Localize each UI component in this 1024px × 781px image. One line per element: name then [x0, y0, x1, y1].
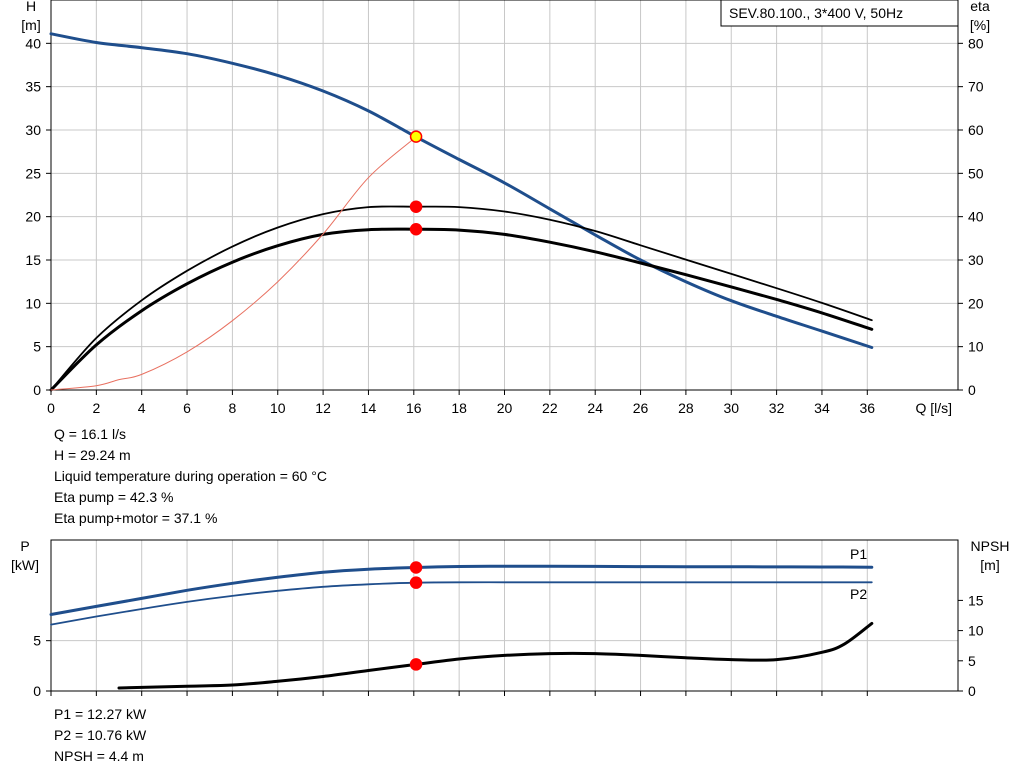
series-line-1 [49, 32, 874, 349]
y-right-tick-label: 0 [968, 382, 976, 398]
info-p2: P2 = 10.76 kW [54, 727, 147, 743]
grid [50, 0, 958, 391]
info-eta-pump: Eta pump = 42.3 % [54, 489, 174, 505]
y-left-tick-label: 20 [25, 209, 41, 225]
x-tick-label: 26 [633, 400, 649, 416]
x-tick-label: 20 [497, 400, 513, 416]
y-left-tick-label: 15 [25, 252, 41, 268]
x-tick-label: 36 [860, 400, 876, 416]
y-right-tick-label: 10 [968, 623, 984, 639]
head-efficiency-chart: 0 2 4 6 8 10 12 14 16 18 20 22 24 26 28 30 32 34 360510152… [21, 0, 990, 416]
x-tick-label: 32 [769, 400, 785, 416]
duty-point-marker [409, 222, 423, 236]
x-tick-label: 34 [814, 400, 830, 416]
series-line-3 [117, 621, 874, 690]
x-tick-label: 16 [406, 400, 422, 416]
x-tick-label: 2 [92, 400, 100, 416]
x-tick-label: 22 [542, 400, 558, 416]
duty-point-info: Q = 16.1 l/s H = 29.24 m Liquid temperat… [54, 424, 327, 529]
x-tick-label: 4 [138, 400, 146, 416]
y-right-axis-unit: [%] [970, 17, 990, 33]
power-npsh-chart: 0 5 0 5 10 15 P [kW] NPSH [m] P1 P2 [11, 538, 1009, 699]
duty-point-marker [409, 561, 423, 574]
y-left-tick-label: 35 [25, 79, 41, 95]
y-left-tick-label: 30 [25, 122, 41, 138]
duty-point-marker [409, 576, 423, 589]
y-left-axis-unit: [kW] [11, 557, 39, 573]
y-right-tick-label: 20 [968, 295, 984, 311]
x-tick-label: 24 [587, 400, 603, 416]
info-liquid-temp: Liquid temperature during operation = 60… [54, 468, 327, 484]
y-left-axis-unit: [m] [21, 17, 40, 33]
x-tick-label: 6 [183, 400, 191, 416]
y-right-tick-label: 40 [968, 209, 984, 225]
y-left-tick-label: 5 [33, 633, 41, 649]
series-line-4 [50, 136, 417, 391]
tick-marks [46, 599, 963, 696]
x-tick-label: 0 [47, 400, 55, 416]
duty-point-marker [409, 130, 423, 143]
tick-marks [46, 42, 963, 395]
x-tick-label: 14 [361, 400, 377, 416]
series-line-2 [50, 205, 873, 391]
y-left-tick-label: 0 [33, 683, 41, 699]
legend-box [720, 0, 959, 27]
y-left-tick-label: 0 [33, 382, 41, 398]
y-right-tick-label: 70 [968, 79, 984, 95]
y-right-tick-label: 80 [968, 35, 984, 51]
duty-point-marker [409, 658, 423, 671]
grid [50, 540, 958, 692]
y-right-tick-label: 15 [968, 592, 984, 608]
x-tick-label: 10 [270, 400, 286, 416]
y-left-tick-label: 25 [25, 165, 41, 181]
info-q: Q = 16.1 l/s [54, 426, 126, 442]
info-h: H = 29.24 m [54, 447, 131, 463]
y-right-tick-label: 0 [968, 683, 976, 699]
legend-text: SEV.80.100., 3*400 V, 50Hz [729, 5, 903, 21]
info-p1: P1 = 12.27 kW [54, 706, 147, 722]
y-left-tick-label: 10 [25, 295, 41, 311]
x-tick-label: 12 [315, 400, 331, 416]
y-left-tick-label: 40 [25, 35, 41, 51]
y-right-axis-unit: [m] [980, 557, 999, 573]
series-line-p2 [50, 581, 873, 626]
series-line-p1 [49, 564, 874, 616]
x-tick-label: 28 [678, 400, 694, 416]
y-right-tick-label: 10 [968, 339, 984, 355]
x-tick-label: 8 [229, 400, 237, 416]
y-left-tick-label: 5 [33, 339, 41, 355]
info-npsh: NPSH = 4.4 m [54, 748, 144, 764]
x-tick-label: 18 [451, 400, 467, 416]
duty-point-marker [409, 200, 423, 213]
x-tick-label: 30 [723, 400, 739, 416]
series-label-p2: P2 [850, 586, 867, 602]
y-right-axis-label: eta [970, 0, 990, 14]
power-info: P1 = 12.27 kW P2 = 10.76 kW NPSH = 4.4 m [54, 704, 146, 767]
series-line-3 [49, 227, 874, 392]
series-label-p1: P1 [850, 546, 867, 562]
y-left-axis-label: H [26, 0, 36, 14]
y-right-tick-label: 5 [968, 653, 976, 669]
y-right-tick-label: 30 [968, 252, 984, 268]
info-eta-pump-motor: Eta pump+motor = 37.1 % [54, 510, 218, 526]
y-right-tick-label: 50 [968, 165, 984, 181]
y-right-tick-label: 60 [968, 122, 984, 138]
x-axis-label: Q [l/s] [915, 400, 952, 416]
y-right-axis-label: NPSH [971, 538, 1010, 554]
y-left-axis-label: P [20, 538, 29, 554]
